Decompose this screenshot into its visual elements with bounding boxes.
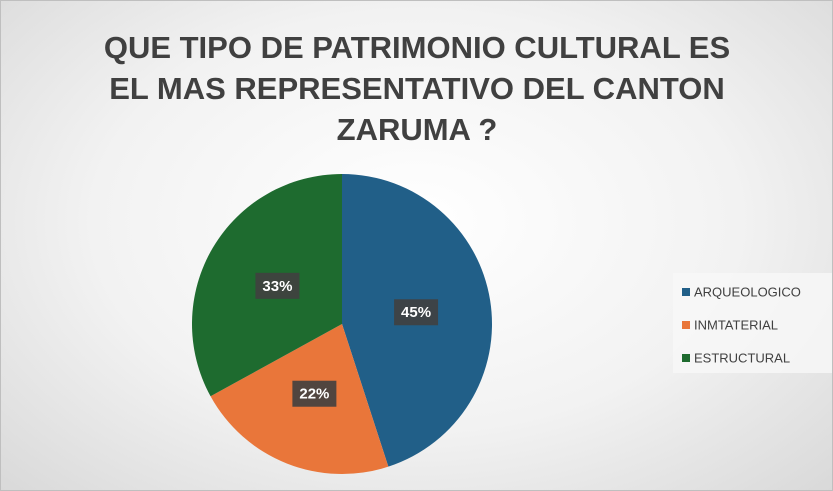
data-label-box xyxy=(394,299,439,326)
data-label: 33% xyxy=(262,278,292,295)
legend-swatch xyxy=(682,354,690,362)
data-label-box xyxy=(255,272,300,299)
data-label: 22% xyxy=(299,386,329,403)
legend-label: ESTRUCTURAL xyxy=(694,350,790,365)
chart-title: QUE TIPO DE PATRIMONIO CULTURAL ES EL MA… xyxy=(103,30,731,147)
legend-label: ARQUEOLOGICO xyxy=(694,284,801,299)
legend-swatch xyxy=(682,288,690,296)
legend-box xyxy=(673,273,832,373)
data-label: 45% xyxy=(401,304,431,321)
legend-swatch xyxy=(682,321,690,329)
legend-label: INMTATERIAL xyxy=(694,317,778,332)
data-label-box xyxy=(292,380,337,407)
